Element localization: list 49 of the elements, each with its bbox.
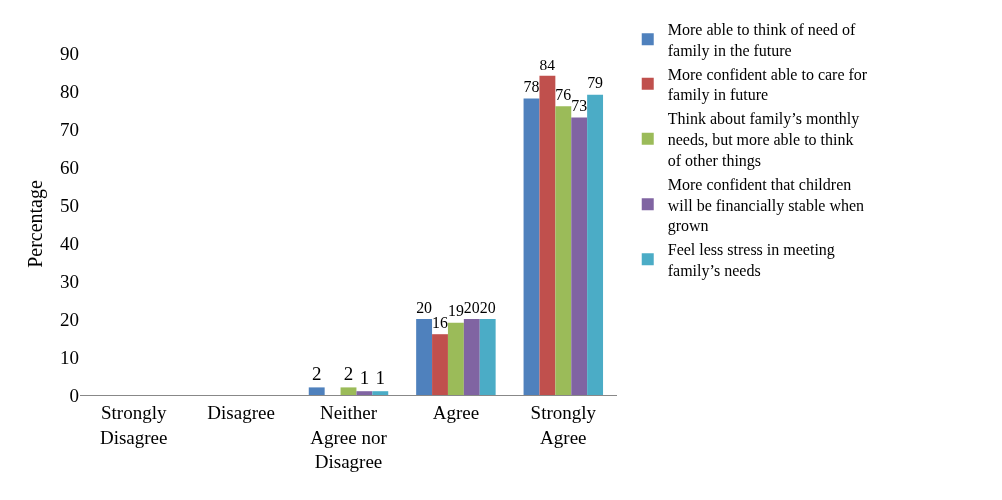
data-label: 20 xyxy=(416,298,433,316)
x-tick-label: Neither Agree nor Disagree xyxy=(310,401,388,473)
bar xyxy=(587,94,604,395)
data-label: 20 xyxy=(479,298,496,316)
data-label: 20 xyxy=(463,298,480,316)
y-tick-label: 40 xyxy=(60,232,79,254)
data-label: 76 xyxy=(555,85,572,103)
data-label: 78 xyxy=(523,78,540,96)
data-label: 16 xyxy=(432,313,449,331)
y-tick-label: 60 xyxy=(60,156,79,178)
data-label: 79 xyxy=(587,74,604,92)
bar xyxy=(372,391,389,395)
bar xyxy=(340,387,357,395)
bar xyxy=(416,319,433,395)
bar xyxy=(356,391,373,395)
bar xyxy=(432,334,448,395)
bar xyxy=(479,319,496,395)
x-tick-label: Agree xyxy=(432,401,480,423)
x-tick-label: Strongly Agree xyxy=(530,401,597,448)
data-label: 84 xyxy=(539,55,556,73)
y-tick-label: 80 xyxy=(60,80,79,102)
data-label: 2 xyxy=(311,363,322,385)
y-tick-label: 70 xyxy=(60,118,79,140)
x-tick-label: Disagree xyxy=(207,401,275,423)
legend-label: More confident that children will be financially stable when grown xyxy=(667,175,865,236)
y-tick-label: 30 xyxy=(60,270,79,292)
y-axis-title: Percentage xyxy=(23,180,47,268)
bar xyxy=(463,319,480,395)
legend-label: More confident able to care for family in future xyxy=(667,65,868,105)
data-label: 2 xyxy=(343,363,354,385)
bar xyxy=(447,322,464,395)
data-label: 19 xyxy=(447,302,464,320)
y-tick-label: 20 xyxy=(60,308,79,330)
data-label: 1 xyxy=(375,367,386,389)
bar xyxy=(555,106,572,395)
y-tick-label: 0 xyxy=(69,384,79,406)
bar xyxy=(571,117,588,395)
legend-label: Feel less stress in meeting family’s needs xyxy=(667,241,835,280)
x-tick-label: Strongly Disagree xyxy=(99,401,168,448)
bar xyxy=(308,387,325,395)
bar xyxy=(539,75,556,395)
y-tick-label: 50 xyxy=(60,194,79,216)
bar xyxy=(523,98,540,395)
y-tick-label: 90 xyxy=(60,42,79,64)
legend-label: More able to think of need of family in the future xyxy=(667,21,856,60)
y-tick-label: 10 xyxy=(60,346,79,368)
data-label: 1 xyxy=(359,367,370,389)
legend-label: Think about family’s monthly needs, but more able to think of other things xyxy=(667,110,860,170)
data-label: 73 xyxy=(571,97,588,115)
